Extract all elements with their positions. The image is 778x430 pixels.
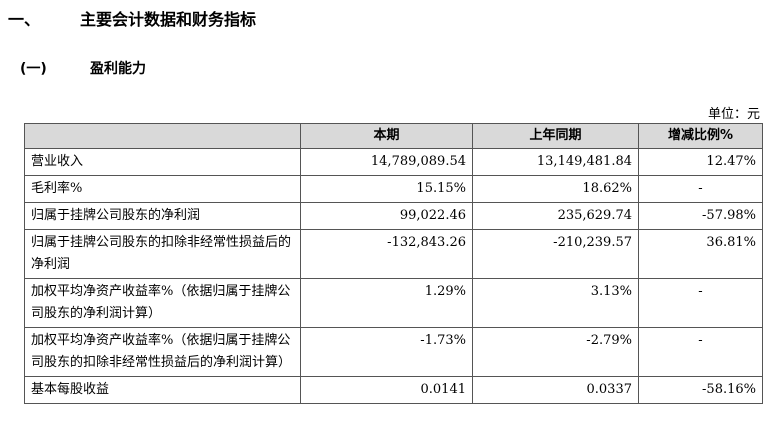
previous-value: 13,149,481.84 — [472, 148, 639, 176]
table-row: 归属于挂牌公司股东的净利润 99,022.46 235,629.74 -57.9… — [24, 202, 763, 230]
current-value: 14,789,089.54 — [300, 148, 473, 176]
row-label: 营业收入 — [24, 148, 301, 176]
header-previous-period: 上年同期 — [472, 123, 639, 149]
table-header-row: 本期 上年同期 增减比例% — [24, 123, 763, 149]
table-row: 毛利率% 15.15% 18.62% - — [24, 175, 763, 203]
subsection-heading: (一) 盈利能力 — [20, 58, 146, 78]
change-value: - — [638, 278, 763, 328]
change-value: - — [638, 175, 763, 203]
row-label: 归属于挂牌公司股东的净利润 — [24, 202, 301, 230]
previous-value: 3.13% — [472, 278, 639, 328]
current-value: 1.29% — [300, 278, 473, 328]
row-label: 毛利率% — [24, 175, 301, 203]
header-change-ratio: 增减比例% — [638, 123, 763, 149]
current-value: 0.0141 — [300, 376, 473, 404]
previous-value: 0.0337 — [472, 376, 639, 404]
section-heading: 一、 主要会计数据和财务指标 — [8, 6, 256, 30]
table-row: 加权平均净资产收益率%（依据归属于挂牌公司股东的扣除非经常性损益后的净利润计算）… — [24, 327, 763, 377]
change-value: -57.98% — [638, 202, 763, 230]
table-row: 加权平均净资产收益率%（依据归属于挂牌公司股东的净利润计算） 1.29% 3.1… — [24, 278, 763, 328]
current-value: 99,022.46 — [300, 202, 473, 230]
previous-value: -2.79% — [472, 327, 639, 377]
row-label: 归属于挂牌公司股东的扣除非经常性损益后的净利润 — [24, 229, 301, 279]
change-value: -58.16% — [638, 376, 763, 404]
table-row: 归属于挂牌公司股东的扣除非经常性损益后的净利润 -132,843.26 -210… — [24, 229, 763, 279]
row-label: 加权平均净资产收益率%（依据归属于挂牌公司股东的扣除非经常性损益后的净利润计算） — [24, 327, 301, 377]
section-number: 一、 — [8, 10, 41, 29]
current-value: 15.15% — [300, 175, 473, 203]
previous-value: 18.62% — [472, 175, 639, 203]
change-value: 12.47% — [638, 148, 763, 176]
section-title: 主要会计数据和财务指标 — [80, 10, 257, 29]
previous-value: 235,629.74 — [472, 202, 639, 230]
profitability-table: 本期 上年同期 增减比例% 营业收入 14,789,089.54 13,149,… — [24, 123, 763, 404]
unit-label: 单位：元 — [707, 107, 760, 122]
change-value: 36.81% — [638, 229, 763, 279]
row-label: 基本每股收益 — [24, 376, 301, 404]
table-row: 营业收入 14,789,089.54 13,149,481.84 12.47% — [24, 148, 763, 176]
subsection-title: 盈利能力 — [90, 61, 146, 77]
row-label: 加权平均净资产收益率%（依据归属于挂牌公司股东的净利润计算） — [24, 278, 301, 328]
previous-value: -210,239.57 — [472, 229, 639, 279]
header-current-period: 本期 — [300, 123, 473, 149]
change-value: - — [638, 327, 763, 377]
header-item — [24, 123, 301, 149]
current-value: -1.73% — [300, 327, 473, 377]
subsection-number: (一) — [20, 61, 47, 77]
current-value: -132,843.26 — [300, 229, 473, 279]
table-row: 基本每股收益 0.0141 0.0337 -58.16% — [24, 376, 763, 404]
